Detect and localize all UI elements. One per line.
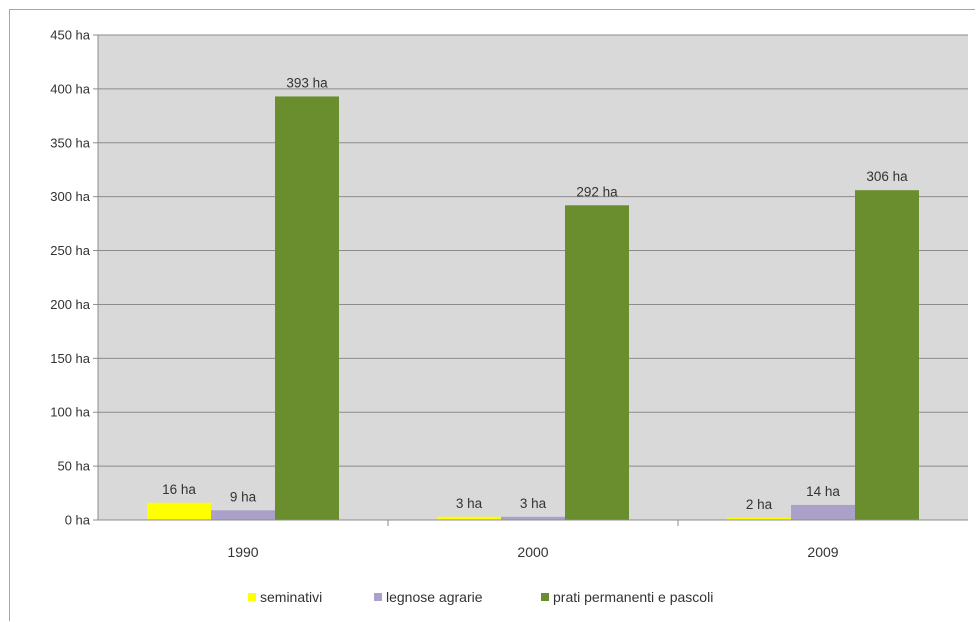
data-label: 3 ha xyxy=(456,496,483,511)
bar-prati-permanenti-e-pascoli-2000[interactable] xyxy=(565,205,629,521)
y-tick-label: 300 ha xyxy=(50,189,91,204)
legend-swatch xyxy=(374,593,382,601)
legend-label: legnose agrarie xyxy=(386,589,483,605)
y-tick-label: 0 ha xyxy=(65,513,91,528)
data-label: 3 ha xyxy=(520,496,547,511)
x-tick-label: 2000 xyxy=(517,544,548,560)
bar-legnose-agrarie-2000[interactable] xyxy=(501,516,565,520)
legend-label: seminativi xyxy=(260,589,322,605)
x-tick-label: 2009 xyxy=(807,544,838,560)
y-tick-label: 250 ha xyxy=(50,243,91,258)
y-tick-label: 400 ha xyxy=(50,81,91,96)
data-label: 306 ha xyxy=(866,169,908,184)
bar-seminativi-2009[interactable] xyxy=(727,517,791,520)
data-label: 292 ha xyxy=(576,184,618,199)
data-label: 16 ha xyxy=(162,482,196,497)
y-tick-label: 200 ha xyxy=(50,297,91,312)
plot-area xyxy=(98,35,968,520)
bar-prati-permanenti-e-pascoli-2009[interactable] xyxy=(855,190,919,520)
y-tick-label: 50 ha xyxy=(57,459,90,474)
data-label: 2 ha xyxy=(746,497,773,512)
data-label: 393 ha xyxy=(286,75,328,90)
data-label: 14 ha xyxy=(806,484,840,499)
bar-legnose-agrarie-1990[interactable] xyxy=(211,510,275,520)
legend-swatch xyxy=(541,593,549,601)
bar-prati-permanenti-e-pascoli-1990[interactable] xyxy=(275,96,339,520)
y-tick-label: 100 ha xyxy=(50,405,91,420)
legend-swatch xyxy=(248,593,256,601)
y-tick-label: 350 ha xyxy=(50,135,91,150)
bar-seminativi-1990[interactable] xyxy=(147,502,211,520)
bar-seminativi-2000[interactable] xyxy=(437,516,501,520)
data-label: 9 ha xyxy=(230,489,257,504)
bar-legnose-agrarie-2009[interactable] xyxy=(791,504,855,520)
y-tick-label: 150 ha xyxy=(50,351,91,366)
legend-label: prati permanenti e pascoli xyxy=(553,589,713,605)
x-tick-label: 1990 xyxy=(227,544,258,560)
y-tick-label: 450 ha xyxy=(50,28,91,43)
